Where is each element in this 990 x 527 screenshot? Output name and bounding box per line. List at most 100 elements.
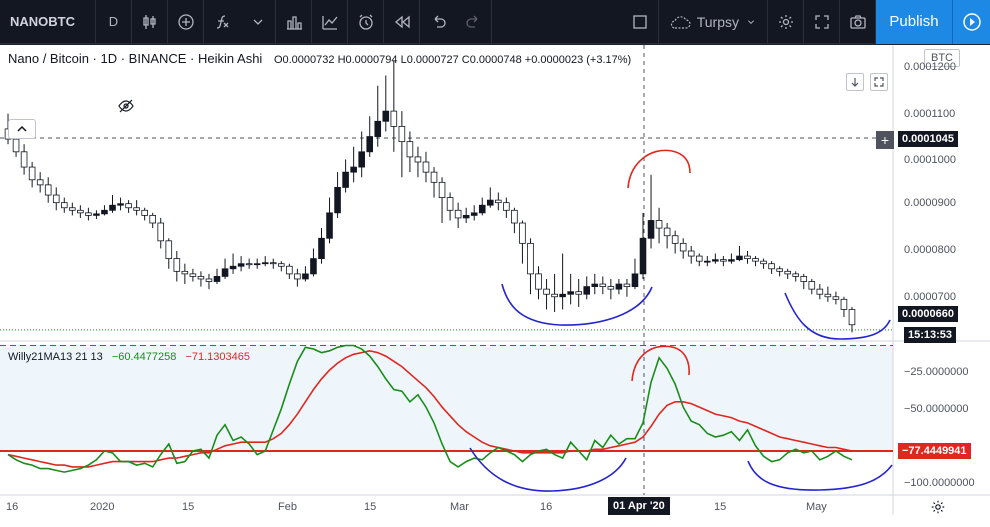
crosshair-price-tag: 0.0001045 — [898, 131, 958, 147]
candle-down — [567, 291, 574, 295]
candle-down — [559, 293, 566, 298]
chart-settings-button[interactable] — [930, 499, 946, 520]
candle-up — [655, 220, 663, 229]
candle-up — [422, 161, 430, 173]
candle-up — [165, 240, 173, 260]
add-price-button[interactable]: + — [876, 131, 894, 149]
candle-up — [60, 202, 68, 209]
candle-down — [486, 199, 494, 206]
symbol-search-button[interactable]: NANOBTC — [0, 0, 96, 44]
candle-up — [543, 288, 550, 295]
red-arc-annotation-indicator — [631, 345, 690, 382]
candle-up — [663, 227, 671, 237]
candle-up — [157, 222, 165, 242]
indicator-legend: Willy21MA13 21 13 −60.4477258 −71.130346… — [8, 351, 250, 363]
time-tick: 2020 — [90, 501, 115, 513]
price-tick: 0.0001000 — [904, 154, 956, 166]
price-tick: 0.0000700 — [904, 291, 956, 303]
cloud-icon — [670, 15, 691, 29]
top-toolbar: NANOBTC D Turpsy Pu — [0, 0, 990, 44]
candle-up — [687, 250, 695, 257]
fullscreen-toggle-button[interactable] — [804, 0, 840, 44]
chart-legend: Nano / Bitcoin · 1D · BINANCE · Heikin A… — [8, 51, 631, 66]
legend-close: C0.0000748 — [461, 54, 522, 66]
candle-down — [93, 213, 100, 216]
candle-up — [44, 184, 52, 196]
candle-down — [478, 204, 486, 214]
interval-button[interactable]: D — [96, 0, 132, 44]
candle-up — [792, 273, 800, 277]
maximize-pane-button[interactable] — [870, 73, 888, 91]
indicator-current-tag: −77.4449941 — [898, 443, 971, 459]
replay-button[interactable] — [384, 0, 420, 44]
blue-arc-annotation-indicator-1 — [469, 447, 627, 492]
candle-down — [229, 265, 237, 270]
indicators-dropdown[interactable] — [240, 0, 276, 44]
blue-arc-annotation-price-1 — [501, 283, 653, 326]
candle-up — [278, 263, 285, 267]
redo-icon — [465, 15, 477, 28]
gear-icon — [778, 14, 793, 29]
publish-button[interactable]: Publish — [876, 0, 952, 44]
candle-up — [752, 258, 759, 262]
candle-up — [535, 273, 542, 290]
stream-button[interactable] — [952, 0, 990, 44]
candle-up — [36, 179, 44, 186]
fullscreen-button[interactable] — [623, 0, 659, 44]
candle-up — [695, 255, 703, 262]
layout-button[interactable]: Turpsy — [659, 0, 768, 44]
snapshot-button[interactable] — [840, 0, 876, 44]
alarm-clock-icon — [358, 14, 373, 30]
candle-down — [462, 214, 470, 219]
candle-down — [221, 268, 229, 277]
candle-down — [109, 204, 116, 211]
redo-button[interactable] — [456, 0, 492, 44]
undo-button[interactable] — [420, 0, 456, 44]
chart-canvas[interactable] — [0, 45, 990, 527]
candle-up — [390, 110, 398, 127]
time-tick: 16 — [6, 501, 19, 513]
hide-indicators-icon[interactable] — [118, 99, 134, 118]
crosshair-date-tag: 01 Apr '20 — [608, 497, 670, 515]
candle-up — [446, 197, 454, 211]
alert-button[interactable] — [348, 0, 384, 44]
candle-up — [784, 270, 791, 275]
price-tick: 0.0000900 — [904, 197, 956, 209]
candle-up — [406, 141, 414, 158]
candle-up — [575, 291, 582, 295]
candle-up — [52, 194, 60, 204]
ma-series-line — [7, 349, 853, 468]
candles-icon — [142, 14, 156, 29]
collapse-legend-button[interactable] — [8, 119, 36, 139]
currency-label: BTC — [924, 49, 960, 67]
plus-icon: + — [880, 132, 890, 148]
chart-area[interactable]: Nano / Bitcoin · 1D · BINANCE · Heikin A… — [0, 45, 990, 527]
candle-down — [470, 212, 478, 216]
compare-button[interactable] — [168, 0, 204, 44]
candle-up — [744, 255, 751, 260]
chart-type-button[interactable] — [132, 0, 168, 44]
candle-up — [768, 263, 775, 270]
candle-down — [302, 273, 309, 280]
candle-up — [840, 298, 848, 310]
candle-down — [591, 283, 599, 287]
candle-down — [374, 120, 382, 137]
candle-up — [286, 265, 293, 275]
templates-button[interactable] — [312, 0, 348, 44]
candle-up — [503, 202, 510, 211]
legend-change: +0.0000023 (+3.17%) — [524, 54, 632, 66]
bar-chart-icon — [286, 15, 302, 30]
indicator-tick: −50.0000000 — [904, 403, 969, 415]
candle-up — [245, 263, 253, 266]
candle-up — [824, 293, 832, 298]
financials-button[interactable] — [276, 0, 312, 44]
scroll-down-button[interactable] — [846, 73, 864, 91]
indicators-button[interactable] — [204, 0, 240, 44]
candle-up — [551, 293, 558, 298]
candle-up — [511, 209, 518, 224]
settings-button[interactable] — [768, 0, 804, 44]
candle-down — [213, 276, 221, 282]
expand-icon — [874, 77, 884, 87]
camera-icon — [849, 14, 866, 29]
candle-up — [519, 222, 526, 244]
